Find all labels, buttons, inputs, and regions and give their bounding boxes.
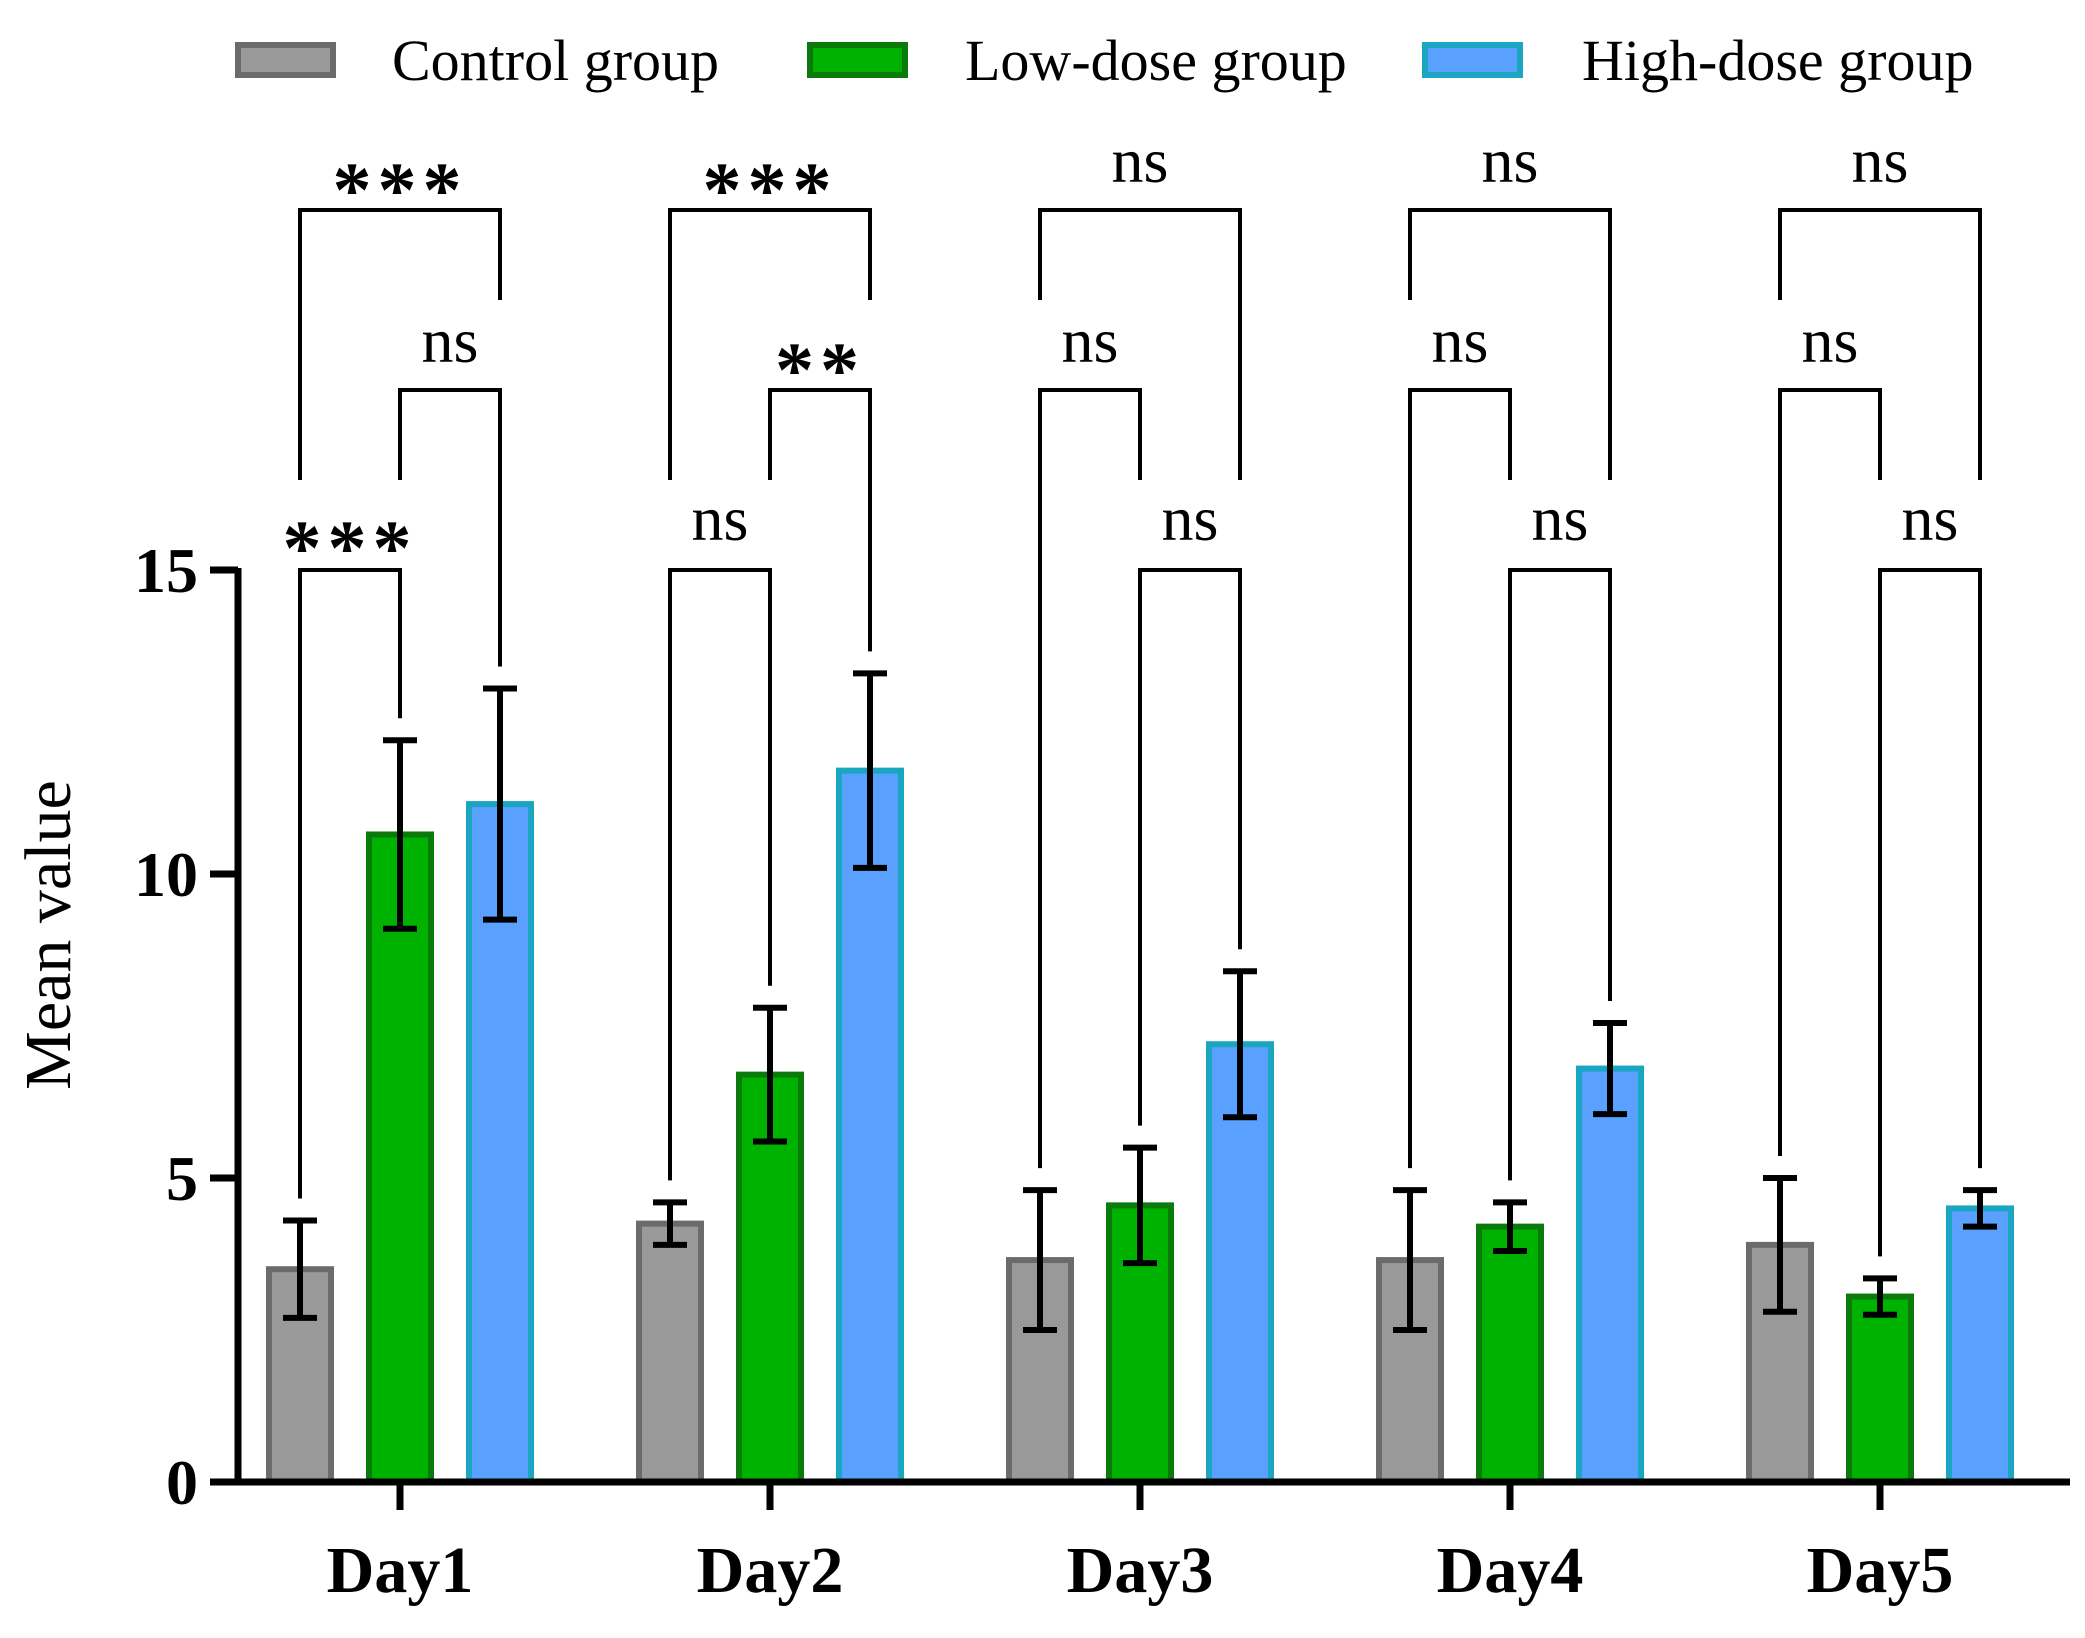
x-tick-label-day3: Day3 xyxy=(1067,1534,1214,1607)
significance-label-day1-control-high: *** xyxy=(333,146,468,233)
legend-label-3: High-dose group xyxy=(1582,28,1973,93)
error-bar-day5-series-1 xyxy=(1763,1175,1797,1315)
significance-label-day2-control-high: *** xyxy=(703,146,838,233)
significance-label-day4-low-high: ns xyxy=(1532,483,1589,554)
significance-bracket-day4-control-high xyxy=(1408,208,1612,480)
y-tick-label: 0 xyxy=(166,1447,198,1518)
x-tick-label-day2: Day2 xyxy=(697,1534,844,1607)
significance-label-day4-control-high: ns xyxy=(1482,125,1539,196)
significance-bracket-day5-control-low xyxy=(1778,388,1882,1156)
significance-label-day2-low-high: ** xyxy=(775,326,865,413)
error-bar-day5-series-2 xyxy=(1863,1275,1897,1318)
error-bars xyxy=(283,670,1997,1333)
significance-label-day3-control-high: ns xyxy=(1112,125,1169,196)
significance-bracket-day2-control-high xyxy=(668,208,872,480)
bar-day4-series-3 xyxy=(1576,1065,1644,1486)
error-bar-day1-series-3 xyxy=(483,685,517,923)
legend-label-1: Control group xyxy=(392,28,719,93)
y-axis-title: Mean value xyxy=(12,780,85,1090)
bar-day2-series-1 xyxy=(636,1220,704,1485)
significance-bracket-day3-low-high xyxy=(1138,568,1242,1126)
y-tick-label: 5 xyxy=(166,1143,198,1214)
significance-bracket-day2-control-low xyxy=(668,568,772,1181)
significance-bracket-day2-low-high xyxy=(768,388,872,652)
legend-label-2: Low-dose group xyxy=(965,28,1347,93)
error-bar-day2-series-3 xyxy=(853,670,887,871)
significance-label-day1-low-high: ns xyxy=(422,305,479,376)
significance-bracket-day5-low-high xyxy=(1878,568,1982,1257)
significance-bracket-day4-control-low xyxy=(1408,388,1512,1169)
significance-label-day5-low-high: ns xyxy=(1902,483,1959,554)
x-tick-label-day4: Day4 xyxy=(1437,1534,1584,1607)
x-tick-label-day1: Day1 xyxy=(327,1534,474,1607)
error-bar-day3-series-3 xyxy=(1223,968,1257,1121)
significance-bracket-day1-low-high xyxy=(398,388,502,667)
bar-day2-series-3 xyxy=(836,767,904,1485)
significance-bracket-day3-control-low xyxy=(1038,388,1142,1169)
significance-bracket-day1-control-high xyxy=(298,208,502,480)
significance-label-day4-control-low: ns xyxy=(1432,305,1489,376)
significance-bracket-day5-control-high xyxy=(1778,208,1982,480)
error-bar-day4-series-1 xyxy=(1393,1187,1427,1333)
error-bar-day4-series-2 xyxy=(1493,1199,1527,1254)
axes: 0 5 10 15 Day1 Day2 Day3 Day4 Day5 xyxy=(134,535,2070,1607)
bar-day1-series-2 xyxy=(366,831,434,1485)
significance-label-day2-control-low: ns xyxy=(692,483,749,554)
x-tick-label-day5: Day5 xyxy=(1807,1534,1954,1607)
significance-bracket-day1-control-low xyxy=(298,568,402,1199)
legend-swatch-2 xyxy=(807,42,908,78)
bar-day5-series-3 xyxy=(1946,1205,2014,1486)
significance-label-day5-control-low: ns xyxy=(1802,305,1859,376)
significance-bracket-day4-low-high xyxy=(1508,568,1612,1181)
error-bar-day3-series-1 xyxy=(1023,1187,1057,1333)
error-bar-day3-series-2 xyxy=(1123,1144,1157,1267)
error-bar-day2-series-1 xyxy=(653,1199,687,1248)
bar-day4-series-2 xyxy=(1476,1223,1544,1486)
significance-bracket-day3-control-high xyxy=(1038,208,1242,480)
error-bar-day1-series-1 xyxy=(283,1217,317,1321)
significance-label-day5-control-high: ns xyxy=(1852,125,1909,196)
error-bar-day4-series-3 xyxy=(1593,1019,1627,1118)
error-bar-day5-series-3 xyxy=(1963,1187,1997,1230)
significance-label-day3-control-low: ns xyxy=(1062,305,1119,376)
legend: Control group Low-dose group High-dose gro… xyxy=(235,28,1973,93)
significance-label-day1-control-low: *** xyxy=(283,504,418,591)
legend-swatch-3 xyxy=(1422,42,1523,78)
y-tick-label: 15 xyxy=(134,535,198,606)
y-tick-label: 10 xyxy=(134,839,198,910)
legend-swatch-1 xyxy=(235,42,336,78)
significance-label-day3-low-high: ns xyxy=(1162,483,1219,554)
error-bar-day1-series-2 xyxy=(383,737,417,932)
bar-day5-series-2 xyxy=(1846,1293,1914,1486)
error-bar-day2-series-2 xyxy=(753,1004,787,1145)
